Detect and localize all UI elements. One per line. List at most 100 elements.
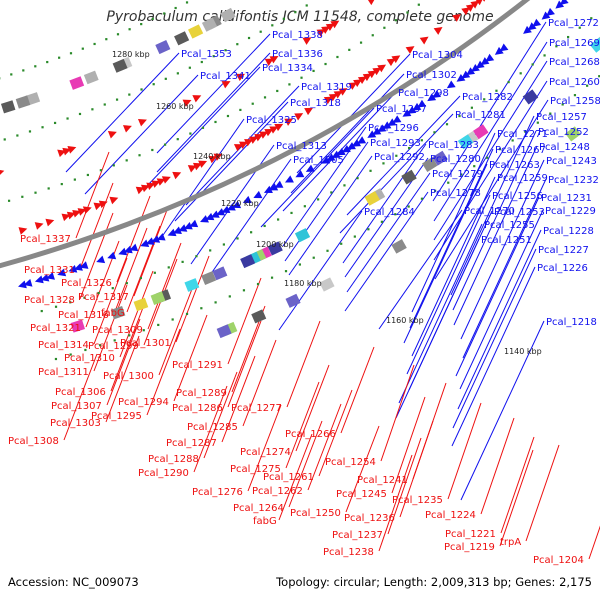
ring-tick	[434, 189, 437, 192]
blue-gene-label: Pcal_1243	[546, 156, 597, 167]
forward-gene	[494, 46, 504, 55]
red-leader-line	[285, 381, 320, 469]
ring-tick	[369, 169, 372, 172]
forward-gene	[23, 278, 33, 287]
reverse-gene	[135, 186, 145, 195]
red-gene-label: Pcal_1331	[24, 265, 75, 276]
reverse-gene	[77, 208, 87, 216]
red-gene-label: Pcal_1238	[323, 547, 374, 558]
ring-tick	[326, 249, 329, 252]
reverse-gene	[137, 119, 147, 127]
blue-gene-label: Pcal_1232	[548, 175, 599, 186]
reverse-gene	[57, 149, 67, 158]
ring-tick	[28, 130, 32, 133]
blue-gene-label: Pcal_1292	[374, 152, 425, 163]
ring-tick	[99, 169, 102, 172]
red-gene-label: Pcal_1250	[290, 508, 341, 519]
forward-gene	[107, 251, 117, 260]
reverse-gene	[192, 162, 202, 171]
ring-tick	[86, 173, 89, 177]
red-gene-label: Pcal_1262	[252, 486, 303, 497]
kbp-label: 1200 kbp	[256, 240, 294, 249]
red-gene-label: Pcal_1303	[50, 418, 101, 429]
reverse-gene	[377, 64, 387, 73]
forward-gene	[57, 268, 67, 277]
reverse-gene	[419, 36, 429, 45]
ring-tick	[536, 121, 539, 124]
red-leader-line	[221, 355, 256, 443]
forward-gene	[321, 156, 331, 164]
ring-tick	[486, 156, 489, 159]
reverse-gene	[34, 222, 44, 230]
reverse-gene	[405, 46, 415, 54]
reverse-gene	[98, 200, 108, 209]
red-leader-line	[133, 209, 168, 297]
ring-tick	[113, 339, 116, 342]
blue-leader-line	[451, 266, 536, 447]
ring-tick	[228, 295, 231, 298]
blue-gene-label: Pcal_1226	[537, 263, 588, 274]
reverse-gene	[259, 131, 269, 139]
kbp-label: 1180 kbp	[284, 279, 322, 288]
ring-tick	[298, 263, 302, 266]
forward-gene	[172, 226, 182, 234]
reverse-gene	[316, 29, 326, 37]
ring-tick	[111, 287, 114, 290]
rna-feature	[70, 319, 85, 333]
blue-gene-label: Pcal_1229	[545, 206, 596, 217]
ring-tick	[157, 323, 160, 327]
red-leader-line	[447, 402, 482, 500]
ring-tick	[34, 191, 37, 194]
ring-tick	[247, 36, 251, 40]
ring-tick	[543, 54, 546, 57]
red-gene-label: Pcal_1274	[240, 447, 291, 458]
ring-tick	[69, 353, 72, 356]
ring-tick	[447, 181, 450, 184]
reverse-gene	[338, 88, 348, 96]
ring-tick	[152, 83, 155, 86]
red-gene-label: Pcal_1316	[58, 310, 109, 321]
ring-tick	[7, 199, 11, 202]
ring-tick	[263, 224, 266, 228]
blue-leader-line	[460, 320, 545, 501]
blue-leader-line	[378, 209, 463, 330]
ring-tick	[115, 98, 119, 101]
rna-feature	[110, 305, 126, 320]
red-gene-label: Pcal_1294	[118, 397, 169, 408]
ring-tick	[66, 117, 69, 120]
ring-tick	[163, 12, 166, 15]
blue-gene-label: Pcal_1269	[549, 38, 600, 49]
blue-gene-label: Pcal_1336	[272, 49, 323, 60]
red-leader-line	[288, 420, 323, 508]
ring-tick	[356, 177, 359, 180]
rna-feature	[133, 297, 149, 312]
forward-gene	[183, 222, 193, 230]
ring-tick	[153, 271, 156, 274]
red-leader-line	[119, 270, 154, 358]
forward-gene	[470, 63, 480, 72]
ring-tick	[256, 282, 260, 286]
reverse-gene	[172, 171, 182, 180]
blue-leader-line	[65, 52, 180, 173]
red-leader-line	[242, 339, 277, 427]
rna-feature	[201, 17, 218, 32]
rna-feature	[285, 293, 301, 308]
red-gene-label: Pcal_1236	[344, 513, 395, 524]
ring-tick	[312, 256, 315, 259]
red-gene-label: Pcal_1254	[325, 457, 376, 468]
rna-feature	[15, 95, 31, 109]
red-leader-line	[378, 454, 413, 552]
red-leader-line	[173, 314, 208, 402]
blue-gene-label: Pcal_1272	[548, 18, 599, 29]
blue-leader-line	[450, 115, 535, 296]
forward-gene	[205, 212, 215, 221]
forward-gene	[466, 67, 476, 76]
red-gene-label: Pcal_1264	[233, 503, 284, 514]
ring-tick	[176, 138, 179, 141]
red-leader-line	[79, 182, 114, 270]
reverse-gene	[333, 90, 343, 99]
ring-tick	[336, 55, 339, 59]
blue-gene-label: Pcal_1257	[536, 112, 587, 123]
red-leader-line	[307, 403, 342, 491]
